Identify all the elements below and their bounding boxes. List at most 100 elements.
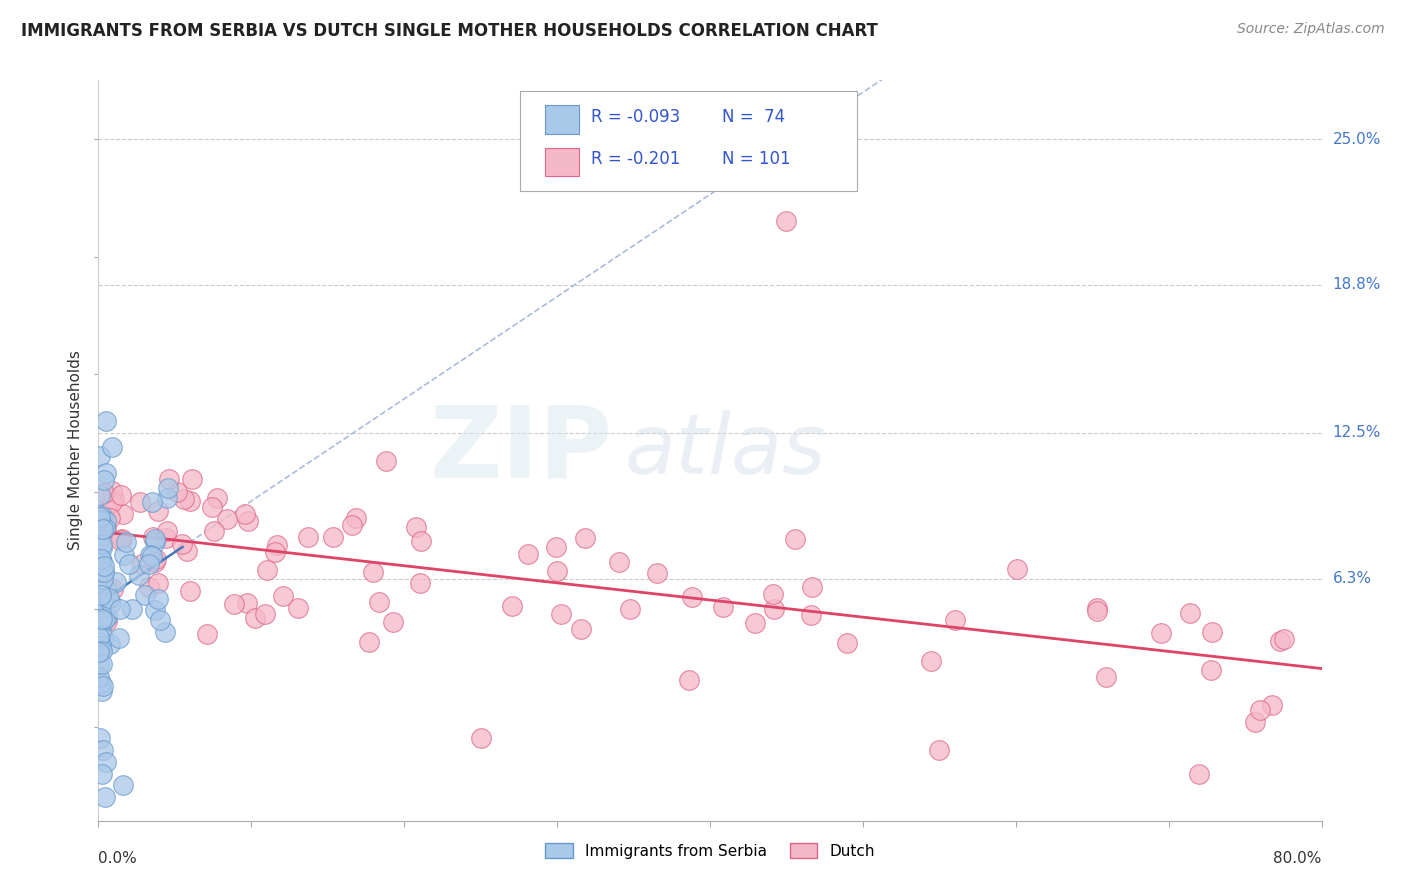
Point xyxy=(546,564,568,578)
Point xyxy=(1095,670,1118,684)
Point xyxy=(943,613,966,627)
Point xyxy=(90,657,112,671)
Text: 0.0%: 0.0% xyxy=(98,851,138,866)
Point xyxy=(96,504,118,518)
Point xyxy=(91,630,114,644)
Point xyxy=(172,536,194,550)
Point xyxy=(94,414,117,428)
Point xyxy=(1150,626,1173,640)
Point xyxy=(90,520,112,534)
Point xyxy=(110,488,132,502)
FancyBboxPatch shape xyxy=(546,105,579,134)
Text: atlas: atlas xyxy=(624,410,827,491)
Point xyxy=(93,566,115,580)
Point xyxy=(574,531,596,545)
Point xyxy=(90,541,112,555)
Point xyxy=(90,588,112,602)
Point xyxy=(173,491,195,506)
Text: 25.0%: 25.0% xyxy=(1333,131,1381,146)
Text: 80.0%: 80.0% xyxy=(1274,851,1322,866)
Point xyxy=(108,533,131,548)
Y-axis label: Single Mother Households: Single Mother Households xyxy=(67,351,83,550)
Point xyxy=(501,599,523,613)
Point xyxy=(146,504,169,518)
Point xyxy=(363,565,385,579)
Text: ZIP: ZIP xyxy=(429,402,612,499)
Point xyxy=(90,552,112,566)
Point xyxy=(322,530,344,544)
Point xyxy=(744,616,766,631)
Point xyxy=(156,524,179,539)
Point xyxy=(142,530,165,544)
Point xyxy=(96,515,118,529)
Point xyxy=(89,645,111,659)
Point xyxy=(91,743,114,757)
Point xyxy=(89,630,111,644)
Point xyxy=(1085,600,1108,615)
Point xyxy=(89,533,111,548)
Legend: Immigrants from Serbia, Dutch: Immigrants from Serbia, Dutch xyxy=(538,837,882,865)
Point xyxy=(783,532,806,546)
Point xyxy=(928,743,950,757)
Point xyxy=(128,567,150,582)
Point xyxy=(90,565,112,579)
Point xyxy=(145,535,167,549)
Point xyxy=(121,602,143,616)
Point xyxy=(138,580,160,594)
Point xyxy=(141,495,163,509)
Point xyxy=(1085,604,1108,618)
Point xyxy=(101,440,124,454)
Point xyxy=(619,601,641,615)
Point xyxy=(1249,703,1271,717)
Point xyxy=(517,547,540,561)
Point xyxy=(93,565,115,579)
Point xyxy=(550,607,572,621)
Point xyxy=(202,524,225,538)
Point xyxy=(91,522,114,536)
Point xyxy=(89,670,111,684)
Point xyxy=(711,599,734,614)
Point xyxy=(138,548,160,562)
Point xyxy=(90,537,112,551)
Point xyxy=(98,591,121,606)
Point xyxy=(205,491,228,505)
Point xyxy=(91,572,114,586)
Point xyxy=(571,622,593,636)
Point xyxy=(1261,698,1284,712)
Point xyxy=(470,731,492,746)
Point xyxy=(96,581,118,595)
Point xyxy=(93,520,115,534)
Point xyxy=(93,473,115,487)
Point xyxy=(762,586,785,600)
Point xyxy=(253,607,276,621)
Point xyxy=(1244,714,1267,729)
Point xyxy=(107,631,129,645)
Point xyxy=(89,513,111,527)
Point xyxy=(100,596,122,610)
Point xyxy=(90,554,112,568)
Point xyxy=(117,558,139,572)
Text: R = -0.093: R = -0.093 xyxy=(592,108,681,126)
Text: Source: ZipAtlas.com: Source: ZipAtlas.com xyxy=(1237,22,1385,37)
Point xyxy=(800,580,823,594)
Point xyxy=(101,494,124,508)
Point xyxy=(94,521,117,535)
Point xyxy=(129,495,152,509)
Point xyxy=(89,488,111,502)
Point xyxy=(91,612,114,626)
Point xyxy=(297,530,319,544)
Point xyxy=(800,608,823,623)
Point xyxy=(763,601,786,615)
Point xyxy=(149,613,172,627)
Point xyxy=(146,576,169,591)
Point xyxy=(245,611,267,625)
Point xyxy=(101,484,124,499)
Point xyxy=(93,612,115,626)
Point xyxy=(98,511,121,525)
Point xyxy=(93,486,115,500)
Point xyxy=(112,507,135,521)
Point xyxy=(287,601,309,615)
Text: 6.3%: 6.3% xyxy=(1333,571,1372,586)
Point xyxy=(134,588,156,602)
Point xyxy=(381,615,404,629)
